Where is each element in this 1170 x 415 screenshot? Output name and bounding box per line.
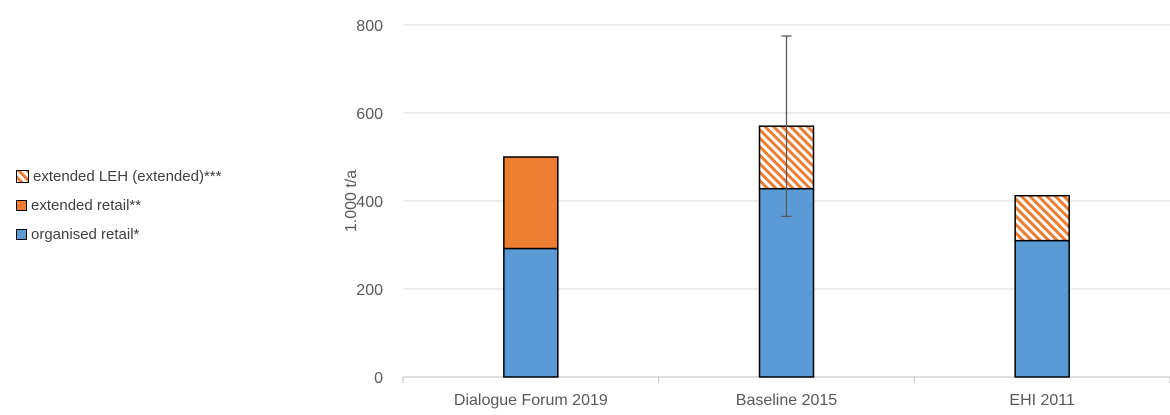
legend-item-organised-retail: organised retail* [16,224,221,244]
legend-swatch-hatched [16,169,29,183]
y-tick-label: 400 [356,194,383,211]
y-tick-label: 0 [374,370,383,387]
legend-item-extended-leh: extended LEH (extended)*** [16,166,221,186]
chart-legend: extended LEH (extended)*** extended reta… [16,166,221,253]
bar-segment-extended-leh [1014,194,1070,242]
legend-label: organised retail* [31,225,140,243]
x-tick-label: Baseline 2015 [736,392,838,409]
x-tick-label: EHI 2011 [1009,392,1075,409]
bar-segment-organised-retail [1014,239,1070,378]
y-axis-label: 1.000 t/a [343,170,360,232]
legend-swatch-blue [16,228,27,240]
legend-label: extended LEH (extended)*** [33,167,222,185]
bar-segment-organised-retail [503,247,559,378]
y-tick-label: 200 [356,282,383,299]
legend-item-extended-retail: extended retail** [16,195,221,215]
y-tick-label: 800 [356,18,383,35]
y-tick-label: 600 [356,106,383,123]
bar-segment-organised-retail [758,187,815,378]
bar-segment-extended-retail [503,156,559,250]
legend-label: extended retail** [31,196,142,214]
legend-swatch-orange [16,199,27,211]
x-tick-label: Dialogue Forum 2019 [454,392,608,409]
